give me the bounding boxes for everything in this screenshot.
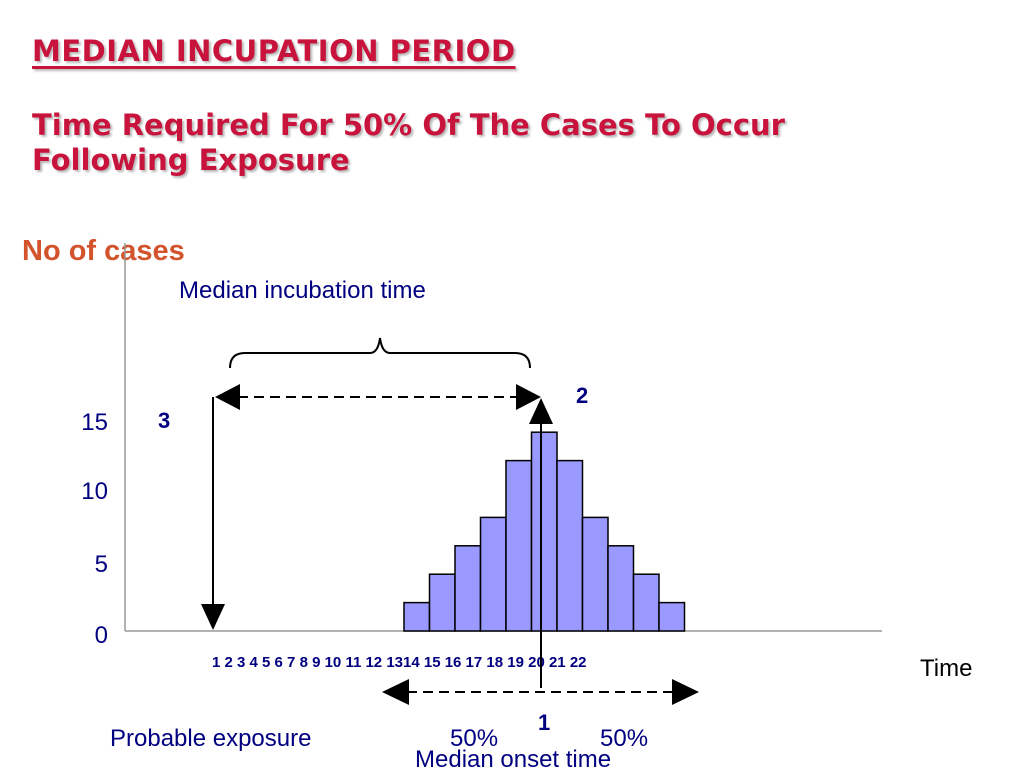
- y-tick-10: 10: [81, 478, 108, 505]
- bar-18: [581, 516, 609, 632]
- arrow-left-icon: [215, 384, 240, 410]
- arrow-up-icon: [529, 398, 553, 424]
- bar-12: [428, 573, 456, 632]
- probable-exposure-label: Probable exposure: [110, 725, 311, 752]
- arrow-right-icon: [672, 679, 699, 705]
- bar-16: [530, 431, 558, 632]
- bar-20: [632, 573, 660, 632]
- bar-14: [479, 516, 507, 632]
- bar-21: [658, 601, 686, 632]
- y-tick-5: 5: [95, 551, 108, 578]
- marker-1: 1: [538, 710, 550, 735]
- y-tick-15: 15: [81, 409, 108, 436]
- bar-17: [556, 459, 584, 632]
- median-incubation-label: Median incubation time: [179, 277, 426, 304]
- y-tick-0: 0: [95, 622, 108, 649]
- slide-subtitle: Time Required For 50% Of The Cases To Oc…: [32, 108, 785, 177]
- y-axis-label: No of cases: [22, 235, 185, 267]
- arrow-left-icon: [382, 679, 409, 705]
- bar-19: [607, 545, 635, 632]
- bar-15: [505, 459, 533, 632]
- slide-title: MEDIAN INCUPATION PERIOD: [32, 34, 516, 68]
- marker-3: 3: [158, 408, 170, 433]
- right-half-label: 50%: [600, 725, 648, 752]
- bar-11: [403, 601, 431, 632]
- marker-2: 2: [576, 383, 588, 408]
- bar-series: [403, 431, 686, 632]
- median-onset-label: Median onset time: [415, 746, 611, 768]
- x-tick-labels: 1 2 3 4 5 6 7 8 9 10 11 12 1314 15 16 17…: [212, 654, 587, 671]
- x-axis-label: Time: [920, 655, 972, 682]
- arrow-right-icon: [516, 384, 541, 410]
- arrow-down-icon: [201, 604, 225, 630]
- curly-brace: [229, 337, 531, 369]
- bar-13: [454, 545, 482, 632]
- left-half-label: 50%: [450, 725, 498, 752]
- y-tick-labels: 0 5 10 15: [81, 409, 108, 649]
